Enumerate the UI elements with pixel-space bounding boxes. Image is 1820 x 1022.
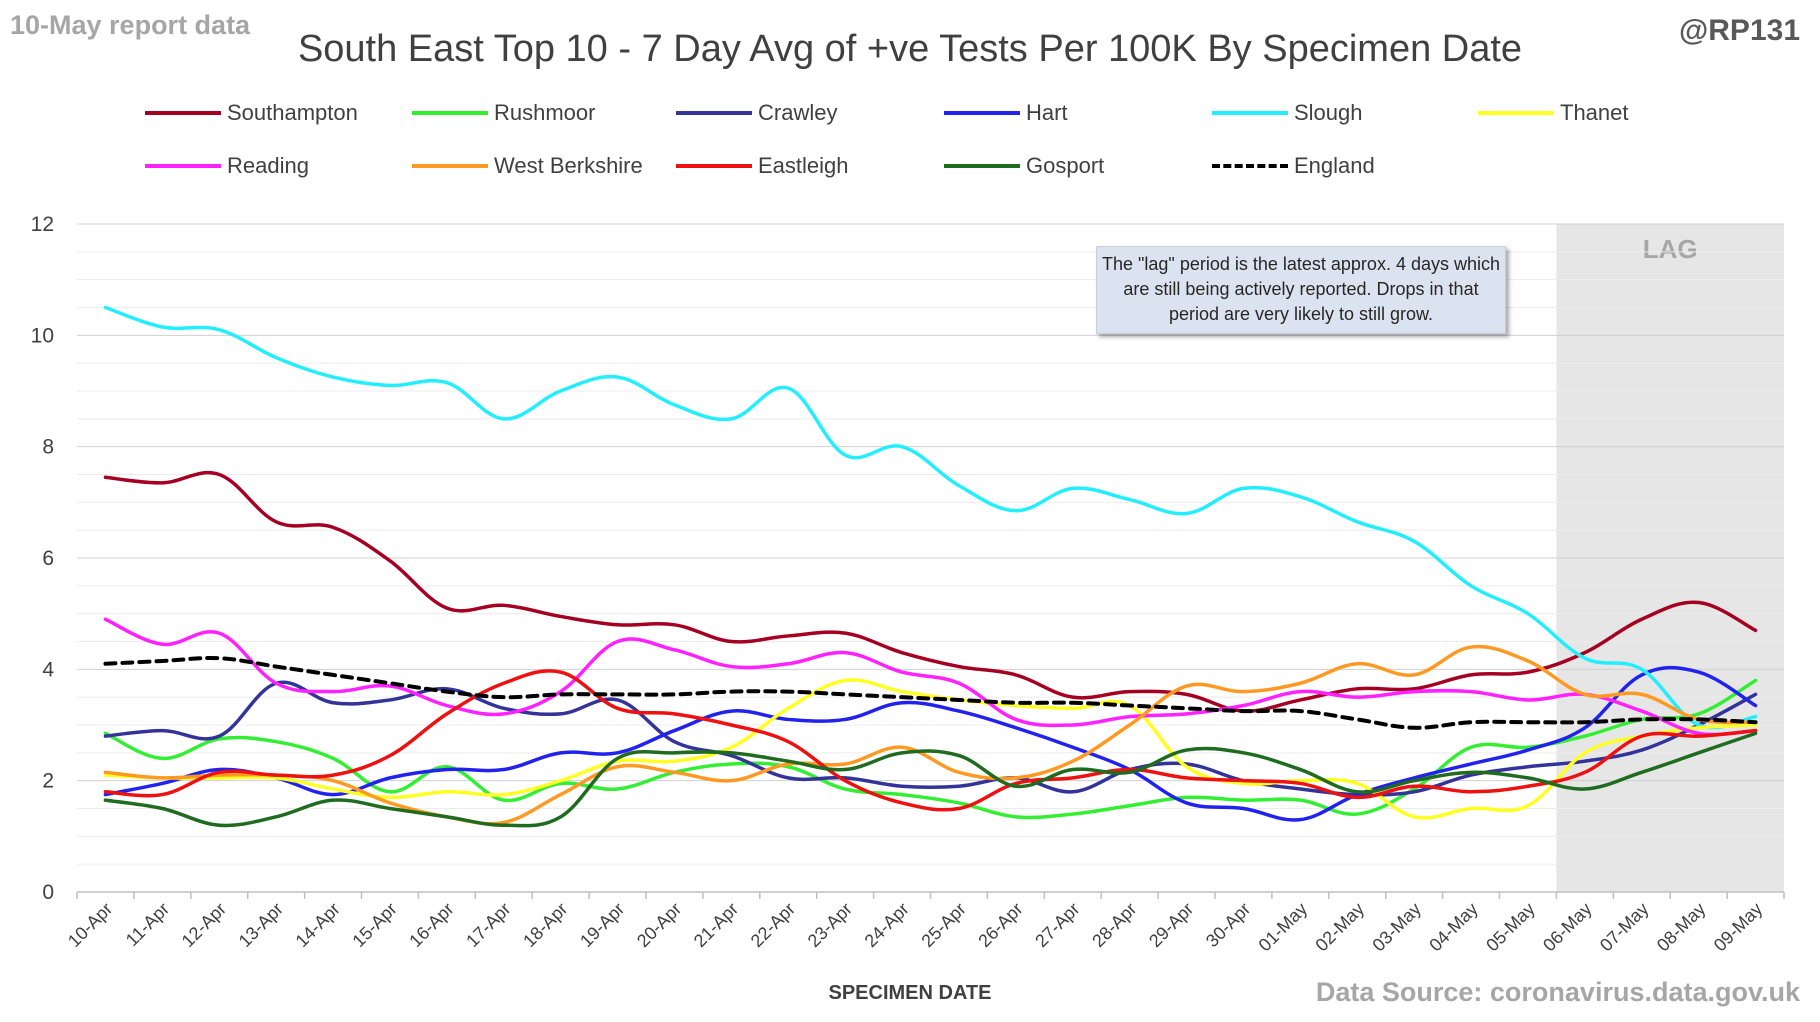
series-line-gosport [103, 731, 1758, 828]
x-tick-label: 26-Apr [974, 899, 1026, 951]
legend-swatch [944, 164, 1020, 168]
legend-item: Crawley [676, 100, 837, 126]
legend-swatch [676, 111, 752, 115]
legend-label: Gosport [1026, 153, 1105, 178]
legend-label: Thanet [1560, 100, 1629, 125]
legend-swatch [1478, 111, 1554, 115]
x-tick-label: 20-Apr [633, 899, 685, 951]
legend-label: Slough [1294, 100, 1363, 125]
report-date-label: 10-May report data [10, 10, 251, 40]
legend-item: Hart [944, 100, 1068, 126]
y-tick-label: 6 [42, 547, 54, 570]
x-tick-label: 04-May [1425, 899, 1482, 956]
series-line-southampton [103, 471, 1758, 713]
legend-item: West Berkshire [412, 153, 643, 179]
x-tick-label: 07-May [1596, 899, 1653, 956]
y-tick-label: 2 [42, 770, 54, 793]
series-line-reading [103, 617, 1758, 737]
y-tick-label: 10 [31, 324, 54, 347]
x-tick-label: 21-Apr [690, 899, 742, 951]
legend-item: Reading [145, 153, 309, 179]
x-tick-label: 17-Apr [462, 899, 514, 951]
legend-label: Eastleigh [758, 153, 849, 178]
x-tick-label: 29-Apr [1145, 899, 1197, 951]
legend-swatch [145, 164, 221, 168]
x-tick-label: 30-Apr [1202, 899, 1254, 951]
series-line-england [103, 655, 1758, 730]
series-line-rushmoor [103, 678, 1758, 820]
series-line-eastleigh [103, 669, 1758, 812]
legend-item: Slough [1212, 100, 1363, 126]
x-tick-label: 22-Apr [747, 899, 799, 951]
x-tick-label: 14-Apr [292, 899, 344, 951]
series-line-west-berkshire [103, 644, 1758, 826]
data-source: Data Source: coronavirus.data.gov.uk [1315, 977, 1800, 1007]
legend-item: England [1212, 153, 1375, 179]
legend-swatch [145, 111, 221, 115]
legend-label: West Berkshire [494, 153, 643, 178]
legend-label: Hart [1026, 100, 1068, 125]
x-tick-label: 01-May [1255, 899, 1312, 956]
x-tick-label: 12-Apr [178, 899, 230, 951]
legend-item: Eastleigh [676, 153, 849, 179]
legend-swatch [1212, 164, 1288, 168]
x-tick-label: 15-Apr [348, 899, 400, 951]
author-handle: @RP131 [1679, 14, 1800, 47]
x-tick-label: 02-May [1311, 899, 1368, 956]
series-line-crawley [103, 680, 1758, 797]
series-line-hart [103, 665, 1758, 822]
y-tick-label: 0 [42, 881, 54, 904]
x-tick-label: 09-May [1710, 899, 1767, 956]
legend-label: Reading [227, 153, 309, 178]
chart-title: South East Top 10 - 7 Day Avg of +ve Tes… [297, 28, 1523, 70]
x-tick-label: 24-Apr [861, 899, 913, 951]
x-tick-label: 06-May [1539, 899, 1596, 956]
chart-legend: Southampton Rushmoor Crawley Hart Slough Than… [0, 100, 1820, 210]
legend-swatch [1212, 111, 1288, 115]
legend-swatch [676, 164, 752, 168]
series-line-slough [103, 305, 1758, 730]
legend-swatch [412, 164, 488, 168]
lag-label: LAG [1643, 234, 1698, 264]
x-tick-label: 03-May [1368, 899, 1425, 956]
x-axis-title: SPECIMEN DATE [828, 982, 992, 1004]
x-tick-label: 19-Apr [576, 899, 628, 951]
x-tick-label: 27-Apr [1031, 899, 1083, 951]
legend-swatch [944, 111, 1020, 115]
legend-swatch [412, 111, 488, 115]
x-tick-label: 25-Apr [917, 899, 969, 951]
x-tick-label: 23-Apr [804, 899, 856, 951]
x-tick-label: 16-Apr [405, 899, 457, 951]
y-tick-label: 8 [42, 436, 54, 459]
x-tick-label: 28-Apr [1088, 899, 1140, 951]
lag-note: The "lag" period is the latest approx. 4… [1096, 246, 1506, 334]
x-tick-label: 10-Apr [64, 899, 116, 951]
legend-item: Thanet [1478, 100, 1629, 126]
legend-item: Gosport [944, 153, 1104, 179]
x-tick-label: 13-Apr [235, 899, 287, 951]
legend-item: Rushmoor [412, 100, 595, 126]
y-tick-label: 4 [42, 658, 54, 681]
legend-label: Crawley [758, 100, 838, 125]
legend-label: England [1294, 153, 1375, 178]
legend-label: Rushmoor [494, 100, 596, 125]
y-tick-label: 12 [31, 213, 54, 236]
x-tick-label: 08-May [1653, 899, 1710, 956]
x-tick-label: 18-Apr [519, 899, 571, 951]
legend-label: Southampton [227, 100, 358, 125]
x-tick-label: 05-May [1482, 899, 1539, 956]
x-tick-label: 11-Apr [122, 899, 173, 950]
legend-item: Southampton [145, 100, 358, 126]
